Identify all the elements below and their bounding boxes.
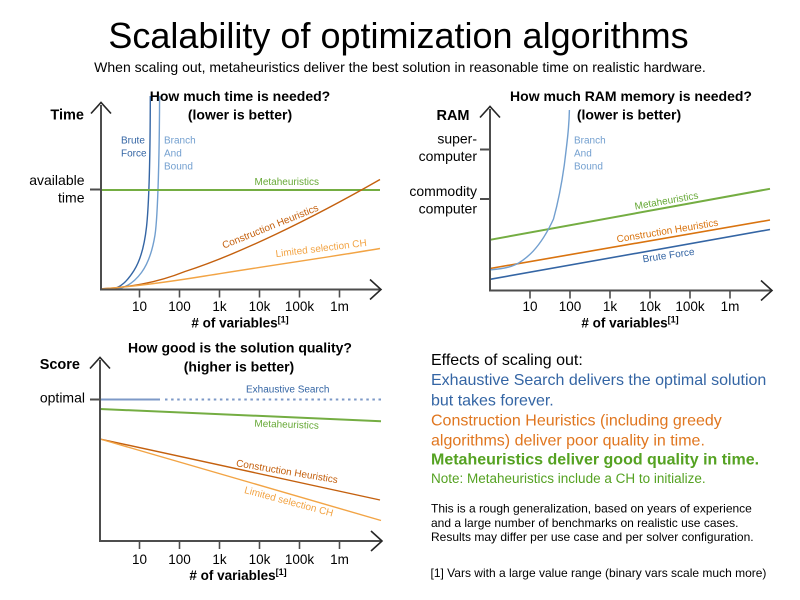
svg-text:10: 10 [132,552,147,567]
svg-text:Metaheuristics: Metaheuristics [634,191,699,213]
svg-text:Bound: Bound [574,162,603,173]
svg-text:10k: 10k [249,299,271,314]
svg-text:commodity: commodity [409,183,477,199]
svg-text:1m: 1m [330,299,349,314]
svg-text:# of variables[1]: # of variables[1] [581,315,678,331]
svg-text:100: 100 [559,299,582,314]
svg-text:100: 100 [168,299,191,314]
svg-text:1k: 1k [212,299,227,314]
svg-text:[1] Vars with a large value ra: [1] Vars with a large value range (binar… [431,566,767,580]
svg-text:(lower is better): (lower is better) [188,107,292,123]
svg-text:Score: Score [40,357,80,373]
svg-text:10: 10 [522,299,537,314]
svg-text:Note: Metaheuristics include a: Note: Metaheuristics include a CH to ini… [431,471,706,486]
svg-text:# of variables[1]: # of variables[1] [191,315,288,331]
svg-text:How good is the solution quali: How good is the solution quality? [128,340,352,356]
svg-text:1m: 1m [330,552,349,567]
svg-text:10k: 10k [639,299,661,314]
svg-text:Results may differ per use cas: Results may differ per use case and per … [431,530,754,544]
svg-text:time: time [58,190,85,206]
svg-text:Scalability of optimization al: Scalability of optimization algorithms [108,15,688,56]
svg-text:How much time is needed?: How much time is needed? [150,88,330,104]
svg-text:100k: 100k [285,552,315,567]
svg-text:Exhaustive Search delivers the: Exhaustive Search delivers the optimal s… [431,372,766,389]
svg-text:Branch: Branch [164,136,196,147]
svg-text:When scaling out, metaheuristi: When scaling out, metaheuristics deliver… [94,59,706,75]
svg-text:computer: computer [419,201,478,217]
svg-text:Brute Force: Brute Force [642,247,696,266]
svg-text:Bound: Bound [164,162,193,173]
svg-text:Time: Time [50,108,84,124]
svg-text:And: And [574,149,592,160]
svg-text:Force: Force [121,149,147,160]
svg-text:Metaheuristics: Metaheuristics [255,177,319,188]
svg-text:Metaheuristics: Metaheuristics [254,419,319,432]
svg-text:10: 10 [132,299,147,314]
svg-text:How much RAM memory is needed?: How much RAM memory is needed? [510,88,752,104]
svg-text:10k: 10k [249,552,271,567]
svg-text:This is a rough generalization: This is a rough generalization, based on… [431,502,752,516]
svg-text:And: And [164,149,182,160]
svg-text:1m: 1m [721,299,740,314]
svg-text:and a large number of benchmar: and a large number of benchmarks on real… [431,516,739,530]
svg-text:Brute: Brute [121,136,145,147]
svg-text:available: available [29,172,84,188]
svg-text:Effects of scaling out:: Effects of scaling out: [431,352,583,369]
svg-text:optimal: optimal [40,390,85,406]
svg-text:(higher is better): (higher is better) [184,359,294,375]
svg-text:RAM: RAM [436,108,469,124]
svg-text:Construction Heuristics (inclu: Construction Heuristics (including greed… [431,412,722,429]
svg-text:super-: super- [437,131,477,147]
svg-text:Branch: Branch [574,136,606,147]
svg-text:100k: 100k [675,299,705,314]
svg-text:(lower is better): (lower is better) [577,107,681,123]
svg-text:but takes forever.: but takes forever. [431,392,554,409]
svg-text:# of variables[1]: # of variables[1] [189,567,286,583]
svg-text:algorithms) deliver poor quali: algorithms) deliver poor quality in time… [431,432,705,449]
svg-text:Limited selection CH: Limited selection CH [275,238,367,260]
svg-text:Metaheuristics deliver good qu: Metaheuristics deliver good quality in t… [431,451,759,468]
svg-text:1k: 1k [603,299,618,314]
svg-text:Exhaustive Search: Exhaustive Search [246,385,329,396]
svg-text:Construction Heuristics: Construction Heuristics [221,203,320,252]
svg-text:1k: 1k [212,552,227,567]
svg-text:computer: computer [419,148,478,164]
svg-text:100k: 100k [285,299,315,314]
svg-text:100: 100 [168,552,191,567]
